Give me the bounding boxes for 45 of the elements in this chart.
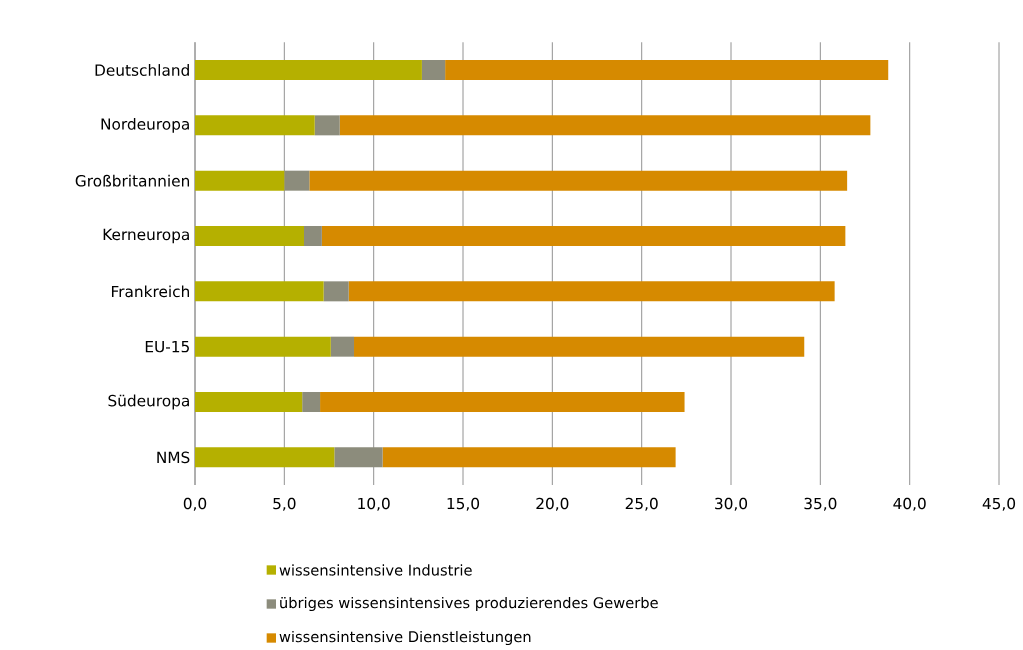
x-tick-label: 0,0 (183, 497, 207, 511)
y-tick-label: EU-15 (145, 340, 189, 353)
legend-label: wissensintensive Industrie (279, 564, 472, 576)
x-tick-label: 40,0 (893, 497, 926, 511)
bar (195, 170, 285, 191)
y-tick-label: Nordeuropa (101, 117, 189, 133)
bar (382, 447, 676, 468)
bar (195, 281, 324, 302)
bar (323, 281, 349, 302)
x-tick-label: 5,0 (273, 497, 296, 511)
x-tick-label: 10,0 (358, 497, 390, 511)
y-tick-label: Frankreich (111, 285, 189, 298)
x-tick-label: 20,0 (536, 497, 569, 511)
bar (320, 392, 685, 413)
x-tick-label: 30,0 (715, 497, 748, 511)
bar (195, 336, 331, 357)
bar (314, 115, 340, 136)
bar (339, 115, 871, 136)
y-tick-label: Kerneuropa (103, 228, 189, 244)
bar (303, 226, 322, 247)
x-tick-label: 35,0 (804, 497, 837, 511)
bar (302, 392, 321, 413)
bar (445, 60, 889, 81)
bar (284, 170, 310, 191)
y-tick-label: Großbritannien (75, 174, 190, 187)
y-tick-label: NMS (157, 451, 190, 464)
bar (195, 226, 304, 247)
bar (195, 60, 422, 81)
bar (195, 392, 303, 413)
legend-label: übriges wissensintensives produzierendes Gewerbe (280, 596, 658, 612)
bar (195, 447, 335, 468)
y-tick-label: Deutschland (95, 64, 189, 76)
bar (321, 226, 846, 247)
bar (195, 115, 315, 136)
bar (309, 170, 848, 191)
y-tick-label: Südeuropa (108, 394, 189, 410)
bar (421, 60, 446, 81)
bar (354, 336, 805, 357)
bar (348, 281, 835, 302)
bar (330, 336, 355, 357)
bar (334, 447, 383, 468)
x-tick-label: 45,0 (982, 497, 1016, 511)
legend-label: wissensintensive Dienstleistungen (279, 630, 531, 646)
x-tick-label: 15,0 (447, 497, 480, 511)
x-tick-label: 25,0 (625, 497, 658, 511)
